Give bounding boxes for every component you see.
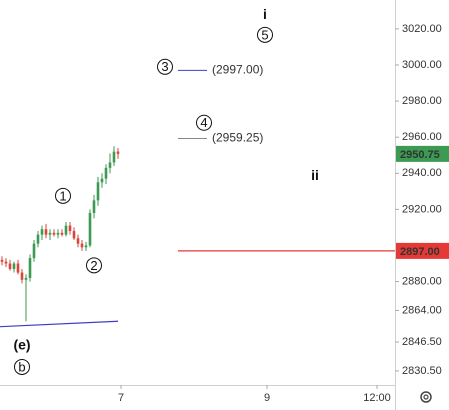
wave-circle <box>257 26 273 43</box>
candle-body <box>0 259 4 262</box>
wave-circle <box>86 257 102 274</box>
wave-label: 5 <box>261 27 268 42</box>
gear-hub <box>423 394 429 400</box>
y-tick-label: 3020.00 <box>402 23 442 35</box>
candle-body <box>40 229 44 235</box>
candle-body <box>68 225 72 232</box>
y-tick-label: 2960.00 <box>402 131 442 143</box>
wave-circle <box>14 358 30 375</box>
candle-body <box>84 245 88 248</box>
y-tick-label: 3000.00 <box>402 59 442 71</box>
wave-circle <box>196 114 212 131</box>
candle-body <box>88 212 92 246</box>
level-tag-label: 2897.00 <box>400 246 440 258</box>
y-tick-label: 2864.00 <box>402 304 442 316</box>
candle-body <box>104 167 108 179</box>
wave-label: 3 <box>161 59 168 74</box>
candle-body <box>64 225 68 235</box>
candle-body <box>48 232 52 235</box>
wave-label: 4 <box>200 115 207 130</box>
y-tick-label: 2830.50 <box>402 365 442 377</box>
candle-body <box>60 232 64 235</box>
candle-body <box>56 232 60 235</box>
candle-body <box>92 200 96 213</box>
y-tick-label: 2880.00 <box>402 275 442 287</box>
wave-label: 1 <box>59 188 66 203</box>
candles <box>0 146 120 322</box>
x-tick-label: 9 <box>264 392 270 404</box>
candle-body <box>36 234 40 244</box>
candle-body <box>4 261 8 264</box>
candle-body <box>16 263 20 273</box>
candle-body <box>28 258 32 278</box>
y-tick-label: 2846.50 <box>402 336 442 348</box>
candle-body <box>44 229 48 235</box>
level-tag <box>396 242 449 259</box>
y-tick-label: 2980.00 <box>402 95 442 107</box>
wave-circle <box>55 187 71 204</box>
candle-body <box>32 243 36 259</box>
wave-label: i <box>263 6 267 22</box>
wave-label: (e) <box>13 336 30 352</box>
candle-body <box>76 238 80 244</box>
candle-body <box>72 231 76 239</box>
candle-body <box>8 263 12 269</box>
candle-body <box>100 178 104 183</box>
wave-circle <box>157 58 173 75</box>
target-label: (2959.25) <box>212 131 263 145</box>
candle-body <box>12 263 16 269</box>
candle-body <box>96 182 100 201</box>
x-tick-label: 12:00 <box>363 392 391 404</box>
wave-label: 2 <box>90 258 97 273</box>
candle-body <box>108 162 112 168</box>
candle-body <box>20 272 24 280</box>
last-price-label: 2950.75 <box>400 149 440 161</box>
candle-body <box>116 151 120 154</box>
candle-body <box>52 232 56 235</box>
candle-body <box>24 277 28 280</box>
last-price-tag <box>396 145 449 162</box>
y-tick-label: 2940.00 <box>402 167 442 179</box>
trendline <box>0 320 119 328</box>
settings-icon[interactable] <box>420 391 432 403</box>
x-tick-label: 7 <box>118 392 124 404</box>
target-label: (2997.00) <box>212 63 263 77</box>
gear <box>420 391 432 403</box>
y-tick-label: 2920.00 <box>402 203 442 215</box>
wave-label: ii <box>311 167 319 183</box>
candle-body <box>80 243 84 248</box>
candle-body <box>112 151 116 163</box>
wave-label: b <box>18 359 25 374</box>
